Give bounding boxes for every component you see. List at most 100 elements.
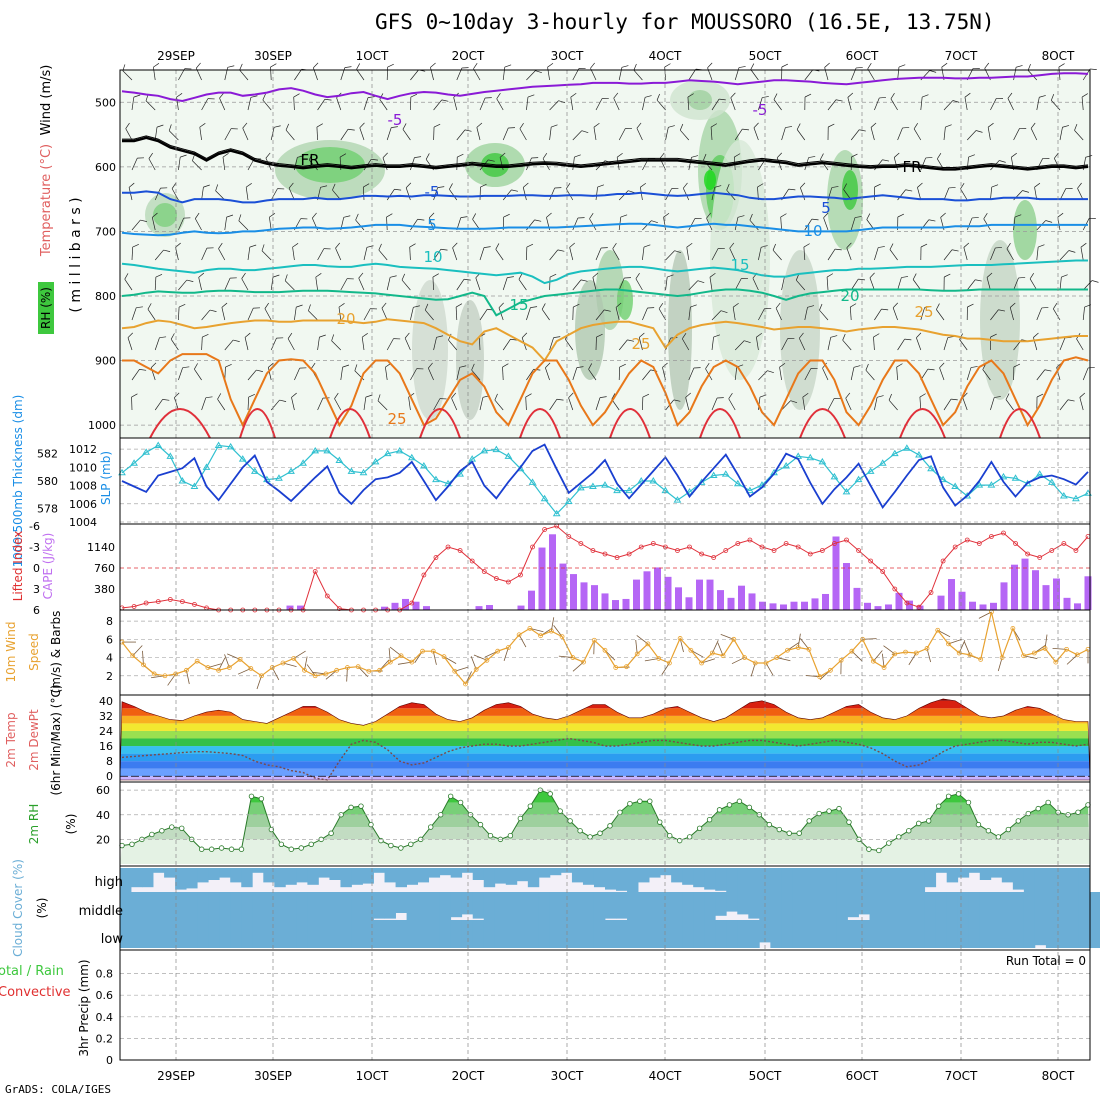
wind-barb-flag <box>131 393 138 398</box>
wind-barb <box>502 276 514 291</box>
wind-barb-staff <box>453 97 458 111</box>
wind-barb-staff <box>758 247 762 261</box>
wind-barb <box>943 249 959 261</box>
wind-barb <box>642 244 651 261</box>
wind-barb-staff <box>913 128 922 141</box>
cloud-bar-middle <box>913 892 926 920</box>
wind-barb-staff <box>221 307 226 321</box>
wind-barb-staff <box>943 337 949 351</box>
wind-barb-staff <box>131 246 134 261</box>
wind-barb-staff <box>317 397 324 411</box>
date-tick-top: 29SEP <box>157 49 195 63</box>
wind-speed-point <box>463 681 468 687</box>
rh-point <box>935 803 942 809</box>
temp-axis-title: 2m Temp <box>4 712 18 767</box>
wind-barb <box>681 332 690 351</box>
wind-barb-flag <box>566 182 571 189</box>
cloud-bar-middle <box>428 892 441 920</box>
cloud-cover-panel <box>120 868 1100 948</box>
wind-barb-flag <box>990 333 997 338</box>
wind-barb-flag <box>1045 220 1053 223</box>
wind-speed-point <box>141 662 146 668</box>
wind-barb-staff <box>239 69 249 81</box>
cloud-bar-middle <box>373 892 385 919</box>
wind-barb-flag <box>183 217 191 219</box>
wind-barb <box>526 306 538 321</box>
date-tick-bottom: 1OCT <box>356 1069 389 1083</box>
wind-barb-flag <box>496 92 501 99</box>
wind-barb-flag <box>807 305 815 308</box>
date-tick-bottom: 3OCT <box>551 1069 584 1083</box>
cloud-axis-title: (%) <box>35 898 49 919</box>
cloud-bar-low <box>461 920 474 948</box>
wind-barb-staff <box>496 98 504 111</box>
wind-barb <box>798 332 806 351</box>
rh-point <box>567 818 573 824</box>
wind-barb-staff <box>1007 98 1014 111</box>
wind-barb-flag <box>824 62 830 68</box>
thickness-point <box>323 446 332 454</box>
wind-barb-staff <box>541 309 550 321</box>
wind-barb-staff <box>218 248 226 261</box>
cape-bar <box>811 598 819 610</box>
wind-barb-flag <box>203 184 210 188</box>
wind-barb-flag <box>461 67 469 69</box>
panel-border <box>119 949 1091 1061</box>
wind-barb-flag <box>651 220 658 223</box>
cloud-bar-low <box>285 920 297 948</box>
wind-barb-staff <box>284 280 295 291</box>
wind-barb-flag <box>1019 128 1027 129</box>
wind-barb-flag <box>510 338 518 341</box>
wind-barb <box>897 189 913 201</box>
wind-barb <box>1053 152 1061 171</box>
wind-barb-staff <box>219 97 226 111</box>
wind-barb-flag <box>299 367 307 369</box>
thickness-point <box>540 494 549 502</box>
wind-barb <box>405 182 412 201</box>
wind-barb-staff <box>264 308 272 321</box>
wind-barb-flag <box>1081 93 1088 98</box>
rh-point <box>288 846 294 852</box>
lifted-index-point <box>638 544 644 550</box>
rh-point <box>577 828 583 834</box>
wind-speed-point <box>130 653 136 659</box>
wind-speed-point <box>774 655 780 660</box>
wind-barb-flag <box>874 183 881 188</box>
rh-tick: 40 <box>96 809 110 822</box>
rh-point <box>1075 809 1081 816</box>
wind-barb-flag <box>757 183 764 188</box>
wind-barb-flag <box>866 213 871 220</box>
wind-barb <box>519 122 527 141</box>
thickness-point <box>311 446 320 454</box>
cape-bar <box>654 567 661 610</box>
wind-barb-staff <box>381 307 388 321</box>
cloud-bar-high <box>461 868 474 873</box>
wind-barb <box>618 363 626 381</box>
wind-barb <box>178 217 191 231</box>
wind-barb-flag <box>394 188 402 191</box>
lifted-index-point <box>493 576 499 581</box>
cloud-bar-low <box>891 920 904 948</box>
isotherm-35-line <box>799 407 846 439</box>
wind-barb <box>331 334 342 351</box>
wind-barb <box>363 394 373 411</box>
wind-barb-staff <box>451 397 458 411</box>
wind-barb <box>201 247 214 261</box>
wind-barb-staff <box>750 69 759 81</box>
wind-barb-flag <box>927 368 935 371</box>
wind-barb-staff <box>990 187 993 201</box>
rh-point <box>179 825 185 832</box>
wind-barb-staff <box>475 277 481 291</box>
cloud-level-label: low <box>101 932 124 947</box>
isotherm-FR-line <box>122 136 1089 171</box>
thickness-point <box>130 459 138 466</box>
wind-barb-staff <box>1009 307 1014 321</box>
wind-barb <box>496 92 504 111</box>
cloud-bar-low <box>748 920 760 948</box>
rh-point <box>696 825 703 832</box>
isotherm-label: 10 <box>423 248 442 266</box>
cloud-bar-middle <box>219 892 231 920</box>
wind-barb-flag <box>984 62 990 69</box>
wind-barb <box>433 398 447 411</box>
wind-barb-flag <box>292 243 299 248</box>
